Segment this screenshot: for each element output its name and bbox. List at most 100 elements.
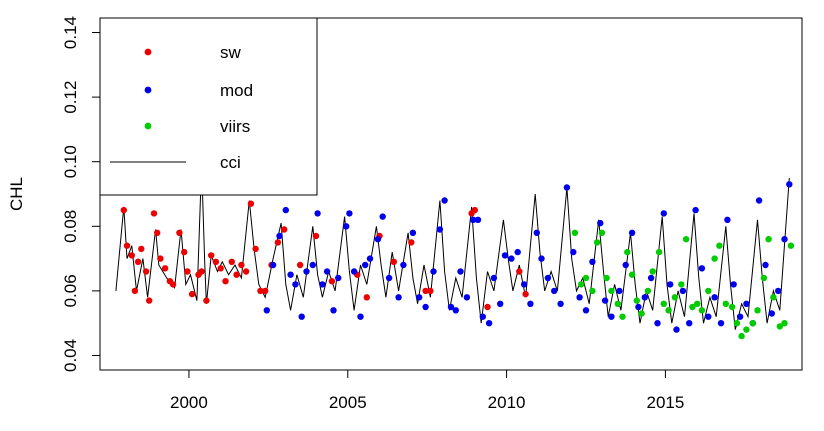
point-mod xyxy=(730,281,737,288)
point-sw xyxy=(123,242,131,249)
point-mod xyxy=(303,268,310,275)
point-mod xyxy=(416,294,423,301)
point-mod xyxy=(292,281,299,288)
point-mod xyxy=(335,274,342,282)
point-viirs xyxy=(582,274,590,282)
point-sw xyxy=(212,258,220,265)
x-axis: 2000 2005 2010 2015 xyxy=(170,370,684,412)
point-mod xyxy=(781,236,788,243)
legend: sw mod viirs cci xyxy=(110,43,253,172)
point-sw xyxy=(128,252,135,259)
point-mod xyxy=(570,248,577,256)
point-viirs xyxy=(711,255,718,262)
point-viirs xyxy=(682,236,690,243)
point-sw xyxy=(142,268,150,275)
point-viirs xyxy=(743,326,750,333)
point-mod xyxy=(527,300,534,307)
point-sw xyxy=(408,239,415,246)
point-viirs xyxy=(738,332,745,340)
point-mod xyxy=(470,216,477,223)
point-sw xyxy=(363,294,370,301)
point-mod xyxy=(673,326,680,333)
point-mod xyxy=(544,274,552,282)
point-mod xyxy=(463,294,471,301)
point-sw xyxy=(274,239,282,246)
point-mod xyxy=(319,281,326,288)
point-mod xyxy=(589,258,596,265)
point-sw xyxy=(120,206,128,214)
point-mod xyxy=(667,281,674,288)
legend-box xyxy=(99,17,318,196)
y-tick-label: 0.08 xyxy=(61,210,80,243)
point-mod xyxy=(323,268,331,275)
point-viirs xyxy=(705,287,712,295)
point-mod xyxy=(263,307,270,314)
point-sw xyxy=(296,261,304,269)
point-mod xyxy=(576,294,583,301)
point-viirs xyxy=(619,313,626,320)
point-mod xyxy=(269,261,277,269)
point-sw xyxy=(427,287,434,295)
point-sw xyxy=(516,268,523,275)
point-sw xyxy=(262,287,269,295)
point-mod xyxy=(660,210,667,217)
plot-frame xyxy=(99,17,803,371)
point-viirs xyxy=(770,294,777,301)
point-mod xyxy=(563,184,571,191)
y-tick-label: 0.12 xyxy=(61,81,80,114)
point-mod xyxy=(298,313,305,320)
point-viirs xyxy=(593,239,601,246)
point-mod xyxy=(314,210,321,217)
point-viirs xyxy=(671,294,679,301)
point-mod xyxy=(457,268,464,275)
point-viirs xyxy=(614,300,621,307)
point-sw xyxy=(169,281,177,288)
point-viirs xyxy=(765,236,772,243)
point-viirs xyxy=(694,300,701,307)
y-tick-label: 0.06 xyxy=(61,274,80,307)
legend-marker-sw xyxy=(144,48,152,56)
point-mod xyxy=(374,236,382,243)
y-axis-title: CHL xyxy=(7,177,26,211)
point-mod xyxy=(479,313,486,320)
point-viirs xyxy=(678,281,685,288)
y-tick-label: 0.04 xyxy=(61,339,80,372)
y-tick-label: 0.14 xyxy=(61,16,80,49)
point-viirs xyxy=(689,303,696,311)
point-viirs xyxy=(655,248,663,256)
point-mod xyxy=(447,303,455,311)
point-sw xyxy=(238,261,245,269)
point-viirs xyxy=(754,307,761,314)
point-sw xyxy=(281,226,288,233)
point-mod xyxy=(430,268,437,275)
point-sw xyxy=(217,265,224,272)
point-mod xyxy=(601,297,609,304)
point-viirs xyxy=(633,297,640,304)
point-mod xyxy=(330,307,337,314)
point-mod xyxy=(775,287,782,295)
point-sw xyxy=(176,229,183,236)
point-mod xyxy=(474,216,482,223)
legend-label-cci: cci xyxy=(220,153,241,172)
point-mod xyxy=(679,287,687,295)
point-mod xyxy=(346,210,353,217)
point-sw xyxy=(247,200,255,207)
point-mod xyxy=(385,274,393,282)
point-mod xyxy=(452,307,459,314)
point-viirs xyxy=(578,281,585,288)
point-sw xyxy=(157,255,164,262)
point-mod xyxy=(724,216,731,223)
legend-marker-viirs xyxy=(144,122,152,130)
point-viirs xyxy=(628,271,636,278)
point-mod xyxy=(628,229,636,236)
point-mod xyxy=(533,229,540,236)
point-mod xyxy=(409,229,417,236)
point-mod xyxy=(436,226,444,233)
point-sw xyxy=(257,287,264,295)
point-mod xyxy=(635,303,642,311)
y-axis: 0.04 0.06 0.08 0.10 0.12 0.14 xyxy=(61,16,100,372)
legend-label-viirs: viirs xyxy=(220,117,250,136)
point-sw xyxy=(484,303,491,311)
point-viirs xyxy=(603,274,610,282)
point-mod xyxy=(357,313,364,320)
